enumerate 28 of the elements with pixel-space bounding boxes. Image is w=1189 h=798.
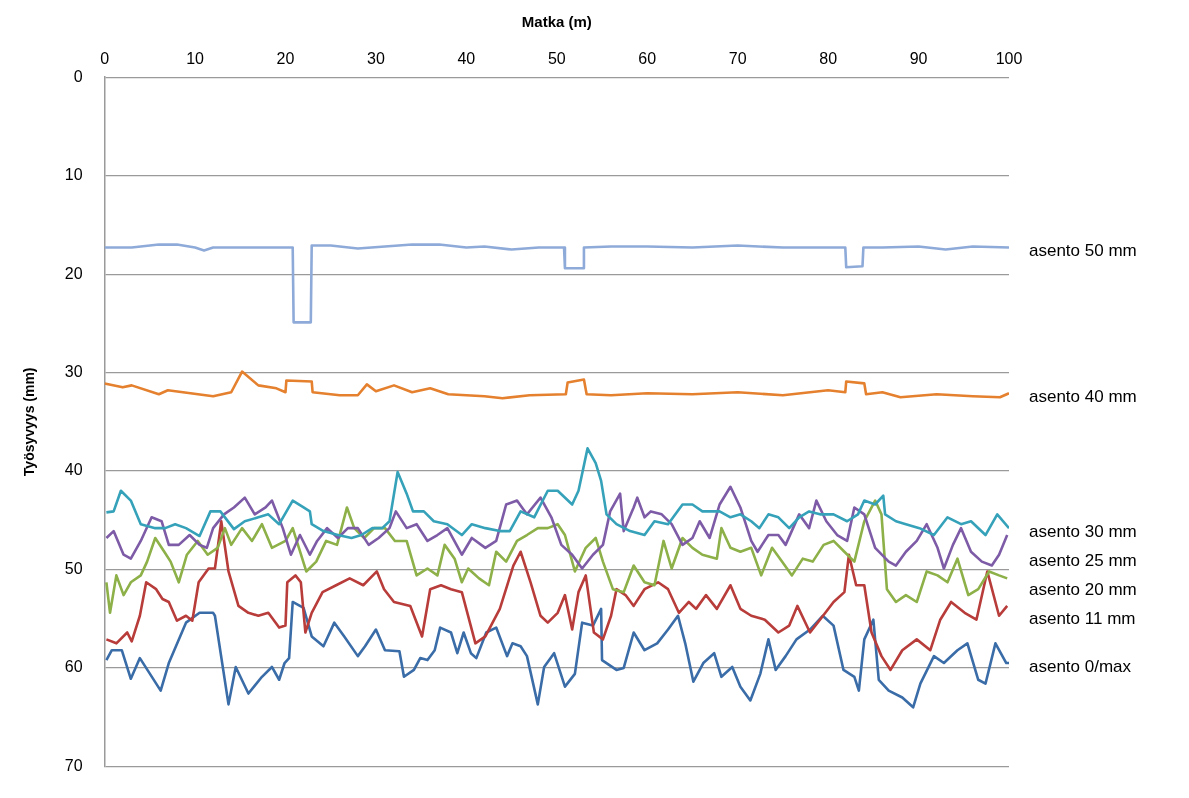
- x-tick-label: 30: [367, 50, 385, 68]
- x-tick-label: 10: [186, 50, 205, 68]
- series-label: asento 11 mm: [1029, 608, 1136, 628]
- series-label: asento 25 mm: [1029, 550, 1137, 570]
- series-label: asento 30 mm: [1029, 521, 1137, 541]
- y-tick-label: 50: [64, 559, 83, 577]
- y-tick-label: 30: [64, 362, 83, 380]
- x-tick-label: 100: [995, 50, 1023, 68]
- x-tick-label: 60: [638, 50, 657, 68]
- y-tick-label: 70: [64, 756, 83, 774]
- x-tick-label: 50: [547, 50, 566, 68]
- series-label: asento 50 mm: [1029, 241, 1137, 261]
- y-axis-title: Työsyvyys (mm): [21, 367, 38, 477]
- y-tick-label: 0: [73, 67, 83, 85]
- y-tick-label: 60: [64, 658, 83, 676]
- y-tick-label: 40: [64, 461, 83, 479]
- y-tick-label: 10: [64, 166, 83, 184]
- series-label: asento 0/max: [1029, 656, 1132, 676]
- x-tick-label: 90: [909, 50, 928, 68]
- series-label: asento 40 mm: [1029, 386, 1137, 406]
- x-tick-label: 70: [728, 50, 747, 68]
- x-tick-label: 0: [100, 50, 110, 68]
- y-tick-label: 20: [64, 264, 83, 282]
- x-axis-title: Matka (m): [521, 13, 592, 31]
- x-tick-label: 40: [457, 50, 476, 68]
- series-label: asento 20 mm: [1029, 579, 1137, 599]
- x-tick-label: 20: [276, 50, 295, 68]
- x-tick-label: 80: [819, 50, 838, 68]
